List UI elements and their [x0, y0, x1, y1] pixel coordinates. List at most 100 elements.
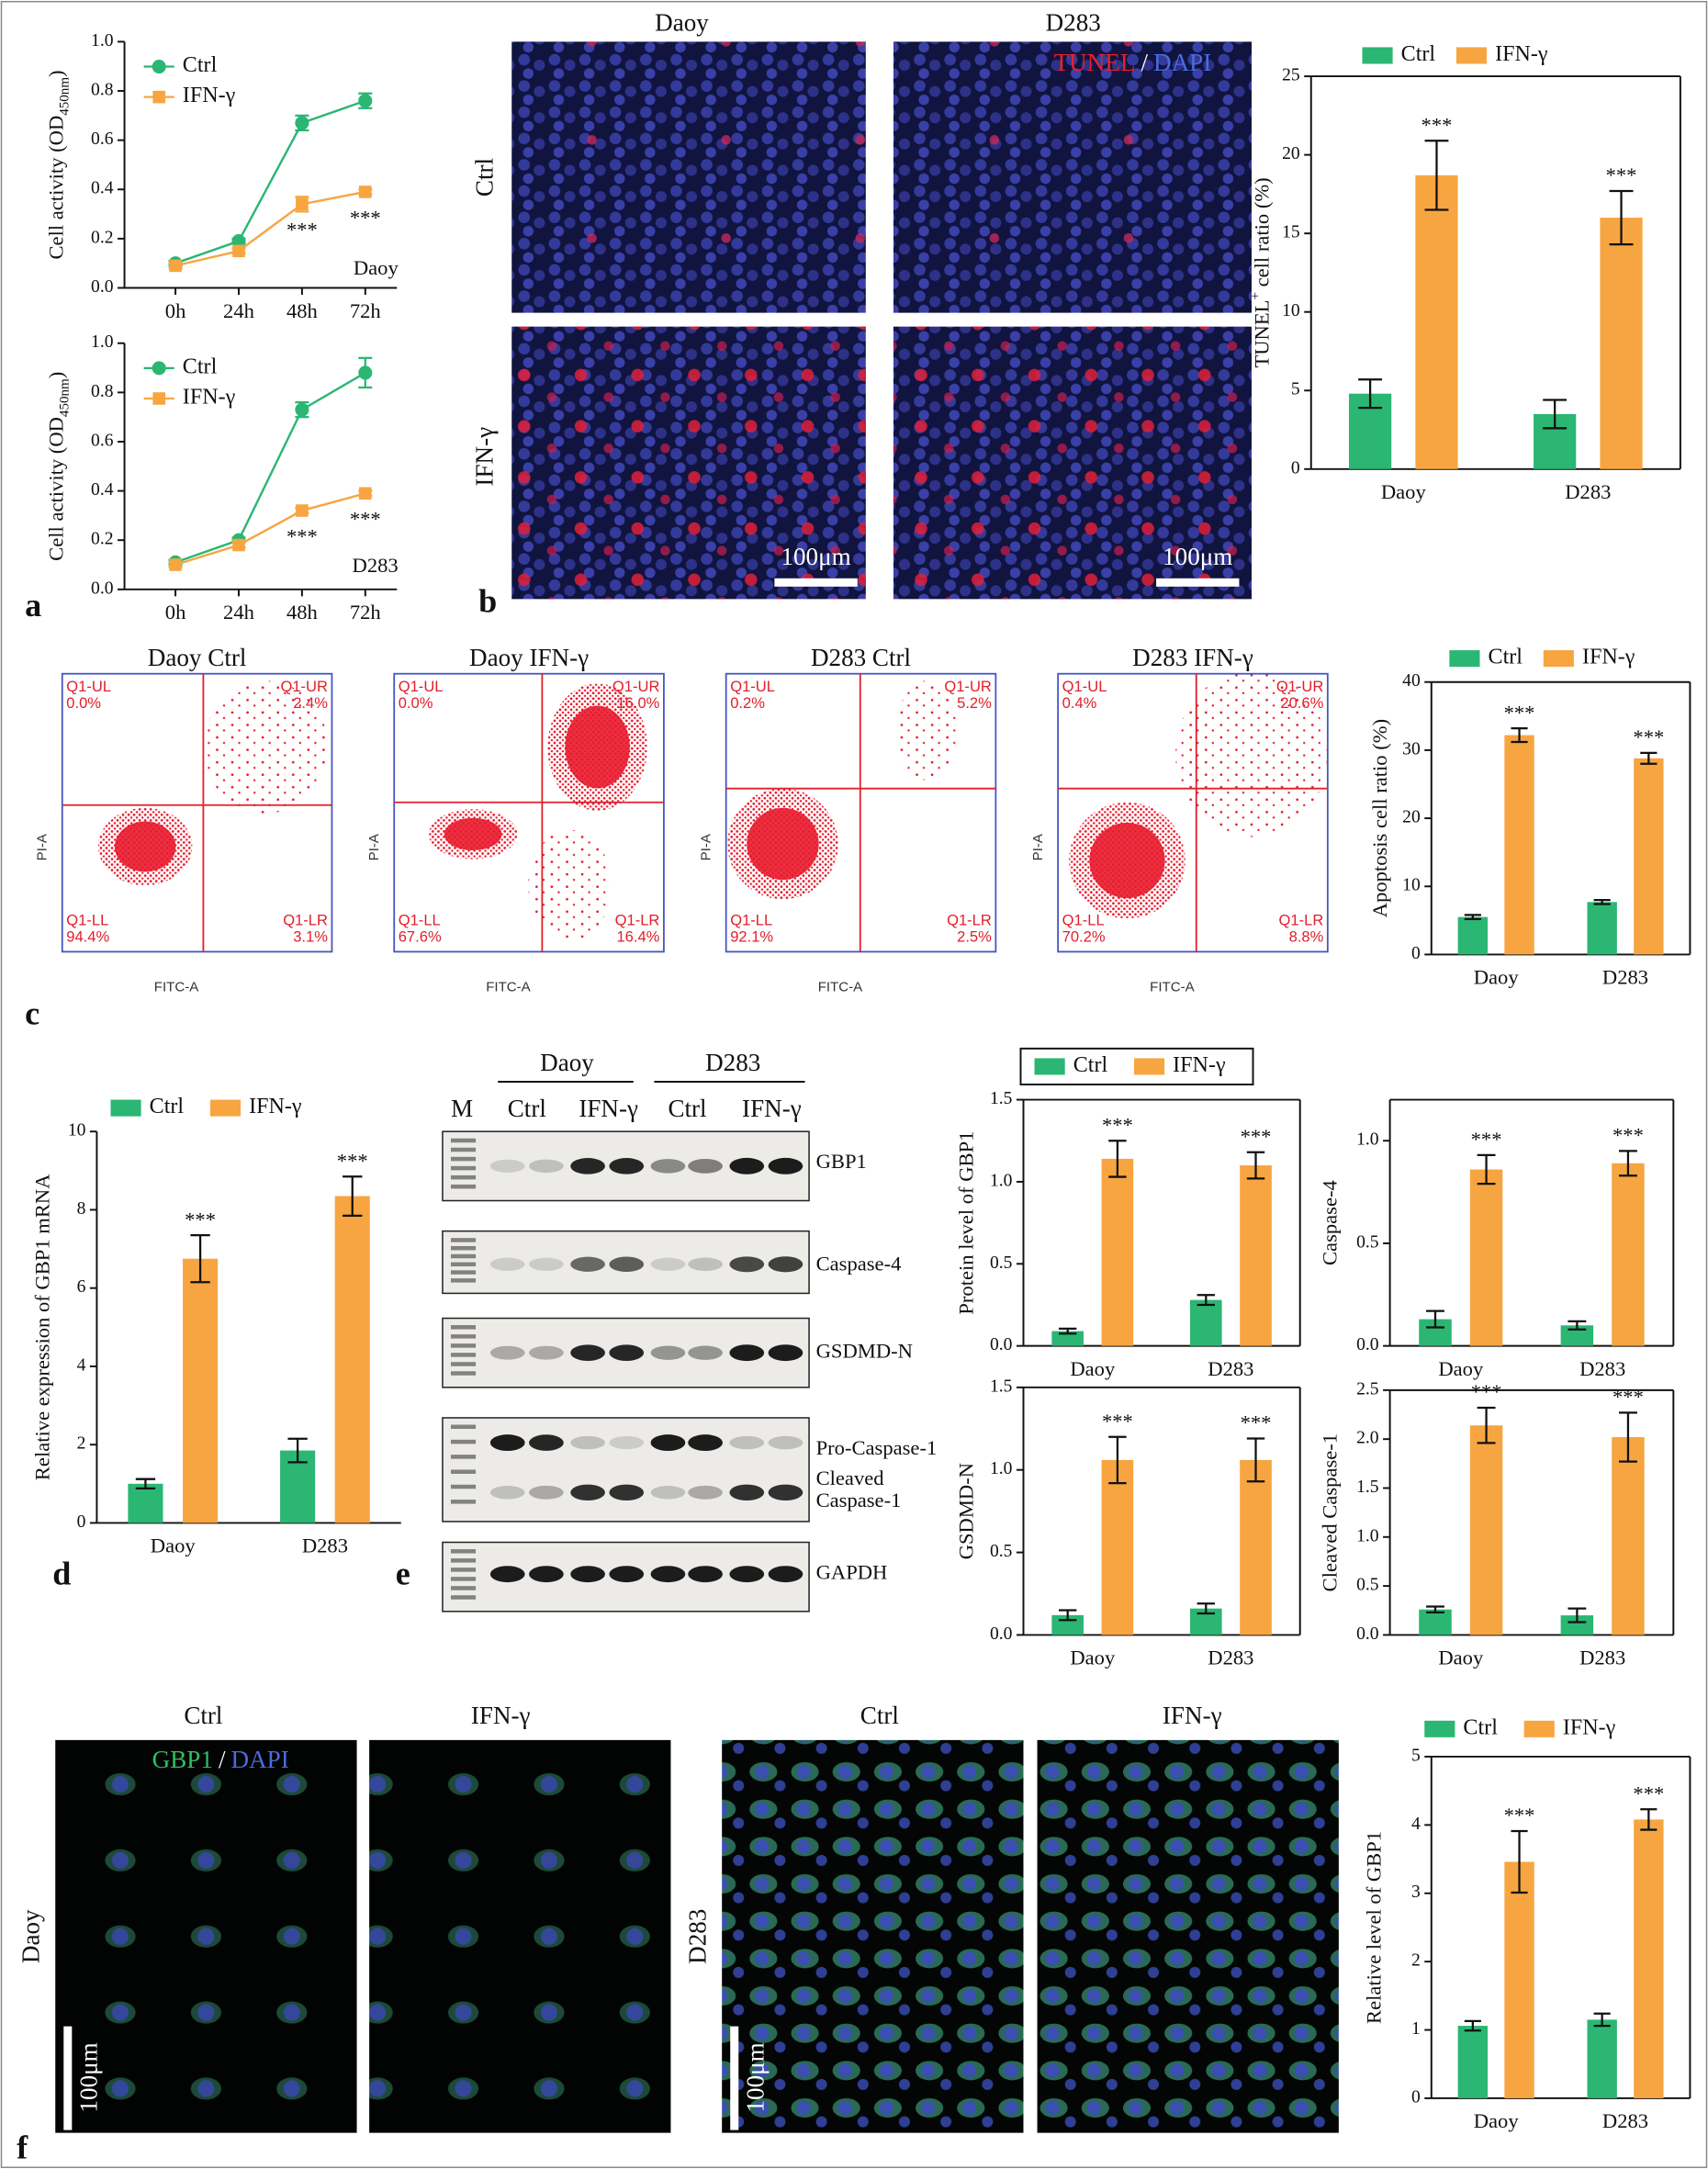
event-core: [747, 807, 819, 881]
marker-band: [450, 1174, 477, 1180]
scale-bar: [730, 2026, 739, 2130]
scale-bar-label: 100μm: [1163, 543, 1232, 570]
panel-label: f: [17, 2129, 28, 2165]
band: [768, 1566, 803, 1583]
y-tick-label: 0: [77, 1512, 86, 1532]
y-axis-title: Apoptosis cell ratio (%): [1368, 719, 1391, 917]
y-tick-label: 1: [1411, 2019, 1421, 2039]
marker-band: [450, 1138, 477, 1143]
row-title: D283: [683, 1909, 711, 1964]
flow-x-label: FITC-A: [154, 980, 198, 995]
data-point: [295, 116, 309, 130]
y-axis-title: GSDMD-N: [954, 1463, 977, 1559]
data-point: [358, 94, 373, 108]
x-tick-label: Daoy: [1438, 1357, 1484, 1380]
marker-band: [450, 1469, 477, 1474]
band: [768, 1435, 803, 1450]
x-tick-label: D283: [1579, 1646, 1625, 1669]
flow-y-label: PI-A: [35, 834, 51, 860]
legend-label: Ctrl: [1463, 1715, 1498, 1739]
y-axis-title-part: +: [1249, 292, 1264, 299]
panel-label: c: [25, 995, 39, 1031]
band: [688, 1257, 723, 1272]
bar: [1612, 1163, 1645, 1346]
legend-label: IFN-γ: [1582, 646, 1635, 669]
band: [688, 1158, 723, 1174]
event-core: [114, 821, 176, 872]
y-tick-label: 1.0: [1356, 1130, 1379, 1150]
quadrant-name: Q1-LL: [730, 912, 772, 929]
y-axis-title-part: ): [44, 372, 67, 379]
x-tick-label: D283: [1602, 2109, 1648, 2132]
bar: [183, 1258, 219, 1523]
quadrant-percent: 67.6%: [399, 928, 442, 946]
panel-label: e: [396, 1555, 410, 1591]
legend-swatch: [110, 1099, 141, 1117]
blot: [442, 1417, 810, 1523]
data-point: [231, 234, 246, 249]
marker-band: [450, 1184, 477, 1189]
bar: [1587, 902, 1617, 955]
y-axis-title-part: Cell activity (OD: [44, 417, 67, 561]
data-point: [169, 259, 182, 273]
y-axis-title: Protein level of GBP1: [954, 1131, 977, 1315]
y-tick-label: 0.0: [1356, 1624, 1379, 1644]
marker-band: [450, 1270, 477, 1275]
quadrant-percent: 3.1%: [293, 928, 328, 946]
marker-band: [450, 1439, 477, 1444]
band: [489, 1486, 525, 1500]
quadrant-name: Q1-UL: [730, 678, 775, 695]
micrograph: [369, 1739, 671, 2133]
marker-band: [450, 1500, 477, 1504]
marker-band: [450, 1334, 477, 1339]
significance: ***: [287, 219, 318, 242]
y-tick-label: 6: [77, 1277, 86, 1297]
quadrant-name: Q1-LL: [1062, 912, 1105, 929]
band: [609, 1435, 645, 1450]
group-label: Daoy: [540, 1049, 594, 1076]
significance: ***: [287, 524, 318, 547]
plot-frame: [61, 672, 333, 953]
quadrant-name: Q1-UL: [399, 678, 444, 695]
legend-marker: [152, 392, 165, 405]
bar: [1560, 1615, 1594, 1635]
event-core: [565, 705, 630, 789]
significance: ***: [1504, 701, 1535, 724]
bar: [1457, 916, 1489, 955]
band: [609, 1344, 645, 1361]
marker-band: [450, 1238, 477, 1242]
marker-band: [450, 1455, 477, 1459]
y-axis-title: Relative expression of GBP1 mRNA: [30, 1174, 53, 1480]
band-label: Caspase-1: [816, 1489, 902, 1512]
quadrant-name: Q1-UL: [1062, 678, 1107, 695]
panel-label: a: [25, 587, 41, 624]
y-axis-title: Relative level of GBP1: [1363, 1831, 1386, 2024]
lane-label: Ctrl: [508, 1095, 546, 1122]
quadrant-name: Q1-LR: [1279, 912, 1324, 929]
y-axis-title-part: Cell activity (OD: [44, 116, 67, 260]
significance: ***: [1241, 1125, 1272, 1148]
panel-label: d: [52, 1555, 71, 1591]
marker-band: [450, 1371, 477, 1376]
legend-label: IFN-γ: [183, 386, 236, 410]
bar: [1469, 1425, 1503, 1635]
legend-swatch: [1543, 650, 1574, 668]
marker-band: [450, 1253, 477, 1259]
quadrant-percent: 2.5%: [957, 928, 992, 946]
legend-swatch: [1455, 47, 1488, 64]
y-tick-label: 0.6: [91, 129, 114, 149]
data-point: [169, 558, 182, 571]
y-tick-label: 1.0: [1356, 1526, 1379, 1545]
y-tick-label: 0.0: [990, 1624, 1013, 1644]
band: [609, 1484, 645, 1500]
legend-label: Ctrl: [1073, 1053, 1108, 1077]
band: [729, 1256, 765, 1273]
bar: [1051, 1331, 1084, 1346]
y-axis-title: Caspase-4: [1319, 1180, 1342, 1265]
data-point: [232, 244, 245, 258]
band-label: GSDMD-N: [816, 1339, 913, 1362]
marker-band: [450, 1353, 477, 1357]
significance: ***: [1612, 1385, 1644, 1408]
bar: [334, 1196, 370, 1523]
